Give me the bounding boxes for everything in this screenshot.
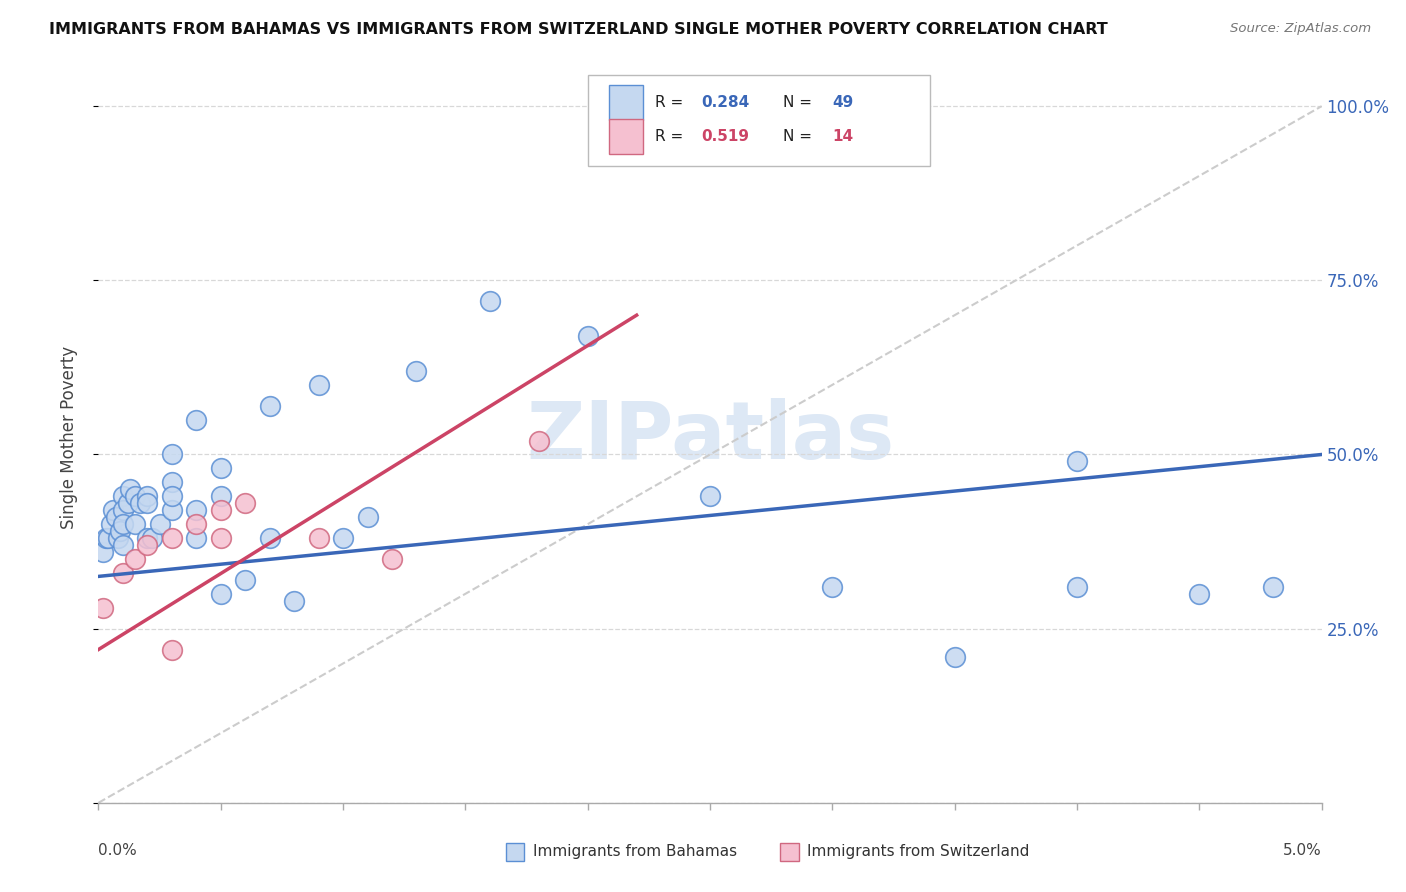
Point (1066, 580, 1088, 594)
Text: 49: 49 (832, 95, 853, 111)
Point (117, 496, 139, 510)
Point (124, 489, 146, 503)
Point (111, 566, 134, 580)
Point (527, 434, 550, 448)
Point (111, 489, 134, 503)
Point (943, 649, 966, 664)
Point (1188, 587, 1211, 601)
Point (111, 517, 134, 532)
Point (94, 531, 117, 545)
Point (91, 545, 114, 559)
Point (124, 517, 146, 532)
Point (233, 573, 256, 587)
Text: 0.284: 0.284 (702, 95, 749, 111)
Point (478, 294, 501, 309)
Point (97, 531, 120, 545)
Text: 0.0%: 0.0% (98, 843, 138, 858)
Point (186, 517, 208, 532)
Point (209, 587, 232, 601)
Text: IMMIGRANTS FROM BAHAMAS VS IMMIGRANTS FROM SWITZERLAND SINGLE MOTHER POVERTY COR: IMMIGRANTS FROM BAHAMAS VS IMMIGRANTS FR… (49, 22, 1108, 37)
Point (160, 531, 183, 545)
Point (149, 517, 172, 532)
Text: N =: N = (783, 95, 813, 111)
Point (111, 503, 134, 517)
Point (308, 531, 330, 545)
Point (136, 496, 159, 510)
Point (124, 552, 146, 566)
Point (107, 531, 129, 545)
Point (626, 120, 648, 134)
Point (381, 552, 404, 566)
Text: N =: N = (783, 129, 813, 144)
Text: 5.0%: 5.0% (1282, 843, 1322, 858)
Point (308, 377, 330, 392)
Point (120, 483, 142, 497)
Point (136, 489, 159, 503)
Point (186, 503, 208, 517)
Point (405, 364, 427, 378)
Point (209, 531, 232, 545)
Point (141, 531, 163, 545)
FancyBboxPatch shape (609, 86, 643, 120)
Text: R =: R = (655, 95, 683, 111)
Point (160, 475, 183, 490)
Point (160, 642, 183, 657)
Point (259, 399, 281, 413)
Point (209, 503, 232, 517)
Point (699, 489, 721, 503)
Point (91, 600, 114, 615)
FancyBboxPatch shape (588, 75, 931, 167)
Point (259, 531, 281, 545)
FancyBboxPatch shape (609, 119, 643, 154)
Text: ZIPatlas: ZIPatlas (526, 398, 894, 476)
Point (186, 412, 208, 426)
Point (233, 496, 256, 510)
Point (111, 538, 134, 552)
Point (1066, 454, 1088, 468)
Point (129, 496, 152, 510)
Point (821, 580, 844, 594)
Point (101, 503, 124, 517)
Point (209, 461, 232, 475)
Text: Source: ZipAtlas.com: Source: ZipAtlas.com (1230, 22, 1371, 36)
Point (332, 531, 354, 545)
Text: Immigrants from Switzerland: Immigrants from Switzerland (807, 845, 1029, 859)
Point (160, 489, 183, 503)
Point (136, 538, 159, 552)
Point (160, 503, 183, 517)
Text: Immigrants from Bahamas: Immigrants from Bahamas (533, 845, 737, 859)
Y-axis label: Single Mother Poverty: Single Mother Poverty (59, 345, 77, 529)
Point (160, 448, 183, 462)
Point (104, 510, 127, 524)
Point (356, 510, 378, 524)
Point (186, 531, 208, 545)
Point (1261, 580, 1284, 594)
Text: 14: 14 (832, 129, 853, 144)
Text: R =: R = (655, 129, 683, 144)
Point (283, 594, 305, 608)
Text: 0.519: 0.519 (702, 129, 749, 144)
Point (576, 329, 599, 343)
Point (100, 517, 122, 532)
Point (209, 489, 232, 503)
Point (136, 531, 159, 545)
Point (110, 524, 132, 538)
